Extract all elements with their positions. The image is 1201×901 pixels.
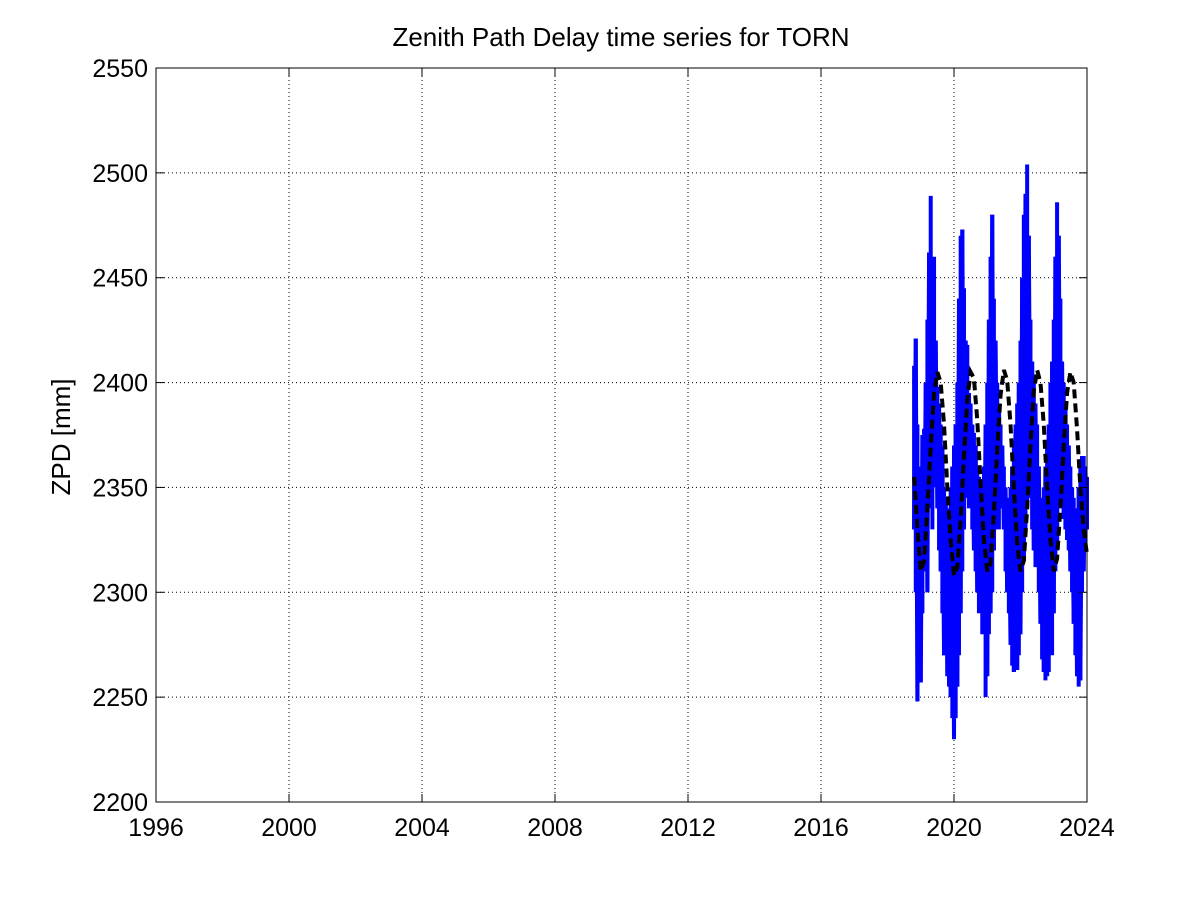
plot-area [912,164,1089,740]
y-tick-label: 2350 [92,474,148,502]
axes-box [155,67,1088,803]
x-ticks: 1996 2000 2004 2008 2012 2016 2020 2024 [128,68,1115,842]
axes [155,67,1088,803]
y-ticks: 2200 2250 2300 2350 2400 2450 2500 2550 [92,55,1087,817]
y-tick-label: 2200 [92,789,148,817]
x-tick-label: 1996 [128,814,184,842]
observation-line [912,193,1089,740]
model-line [912,365,1089,577]
y-axis-label-group: ZPD [mm] [46,379,76,496]
y-axis-label: ZPD [mm] [46,379,76,496]
x-tick-label: 2004 [394,814,450,842]
y-tick-label: 2250 [92,684,148,712]
y-tick-label: 2400 [92,370,148,398]
y-tick-label: 2450 [92,265,148,293]
y-tick-label: 2500 [92,160,148,188]
y-tick-label: 2550 [92,55,148,83]
x-tick-label: 2012 [660,814,716,842]
chart-title: Zenith Path Delay time series for TORN [392,22,849,52]
y-tick-label: 2300 [92,579,148,607]
x-tick-label: 2024 [1059,814,1115,842]
x-tick-label: 2016 [793,814,849,842]
x-tick-label: 2020 [926,814,982,842]
x-tick-label: 2008 [527,814,583,842]
x-tick-label: 2000 [261,814,317,842]
